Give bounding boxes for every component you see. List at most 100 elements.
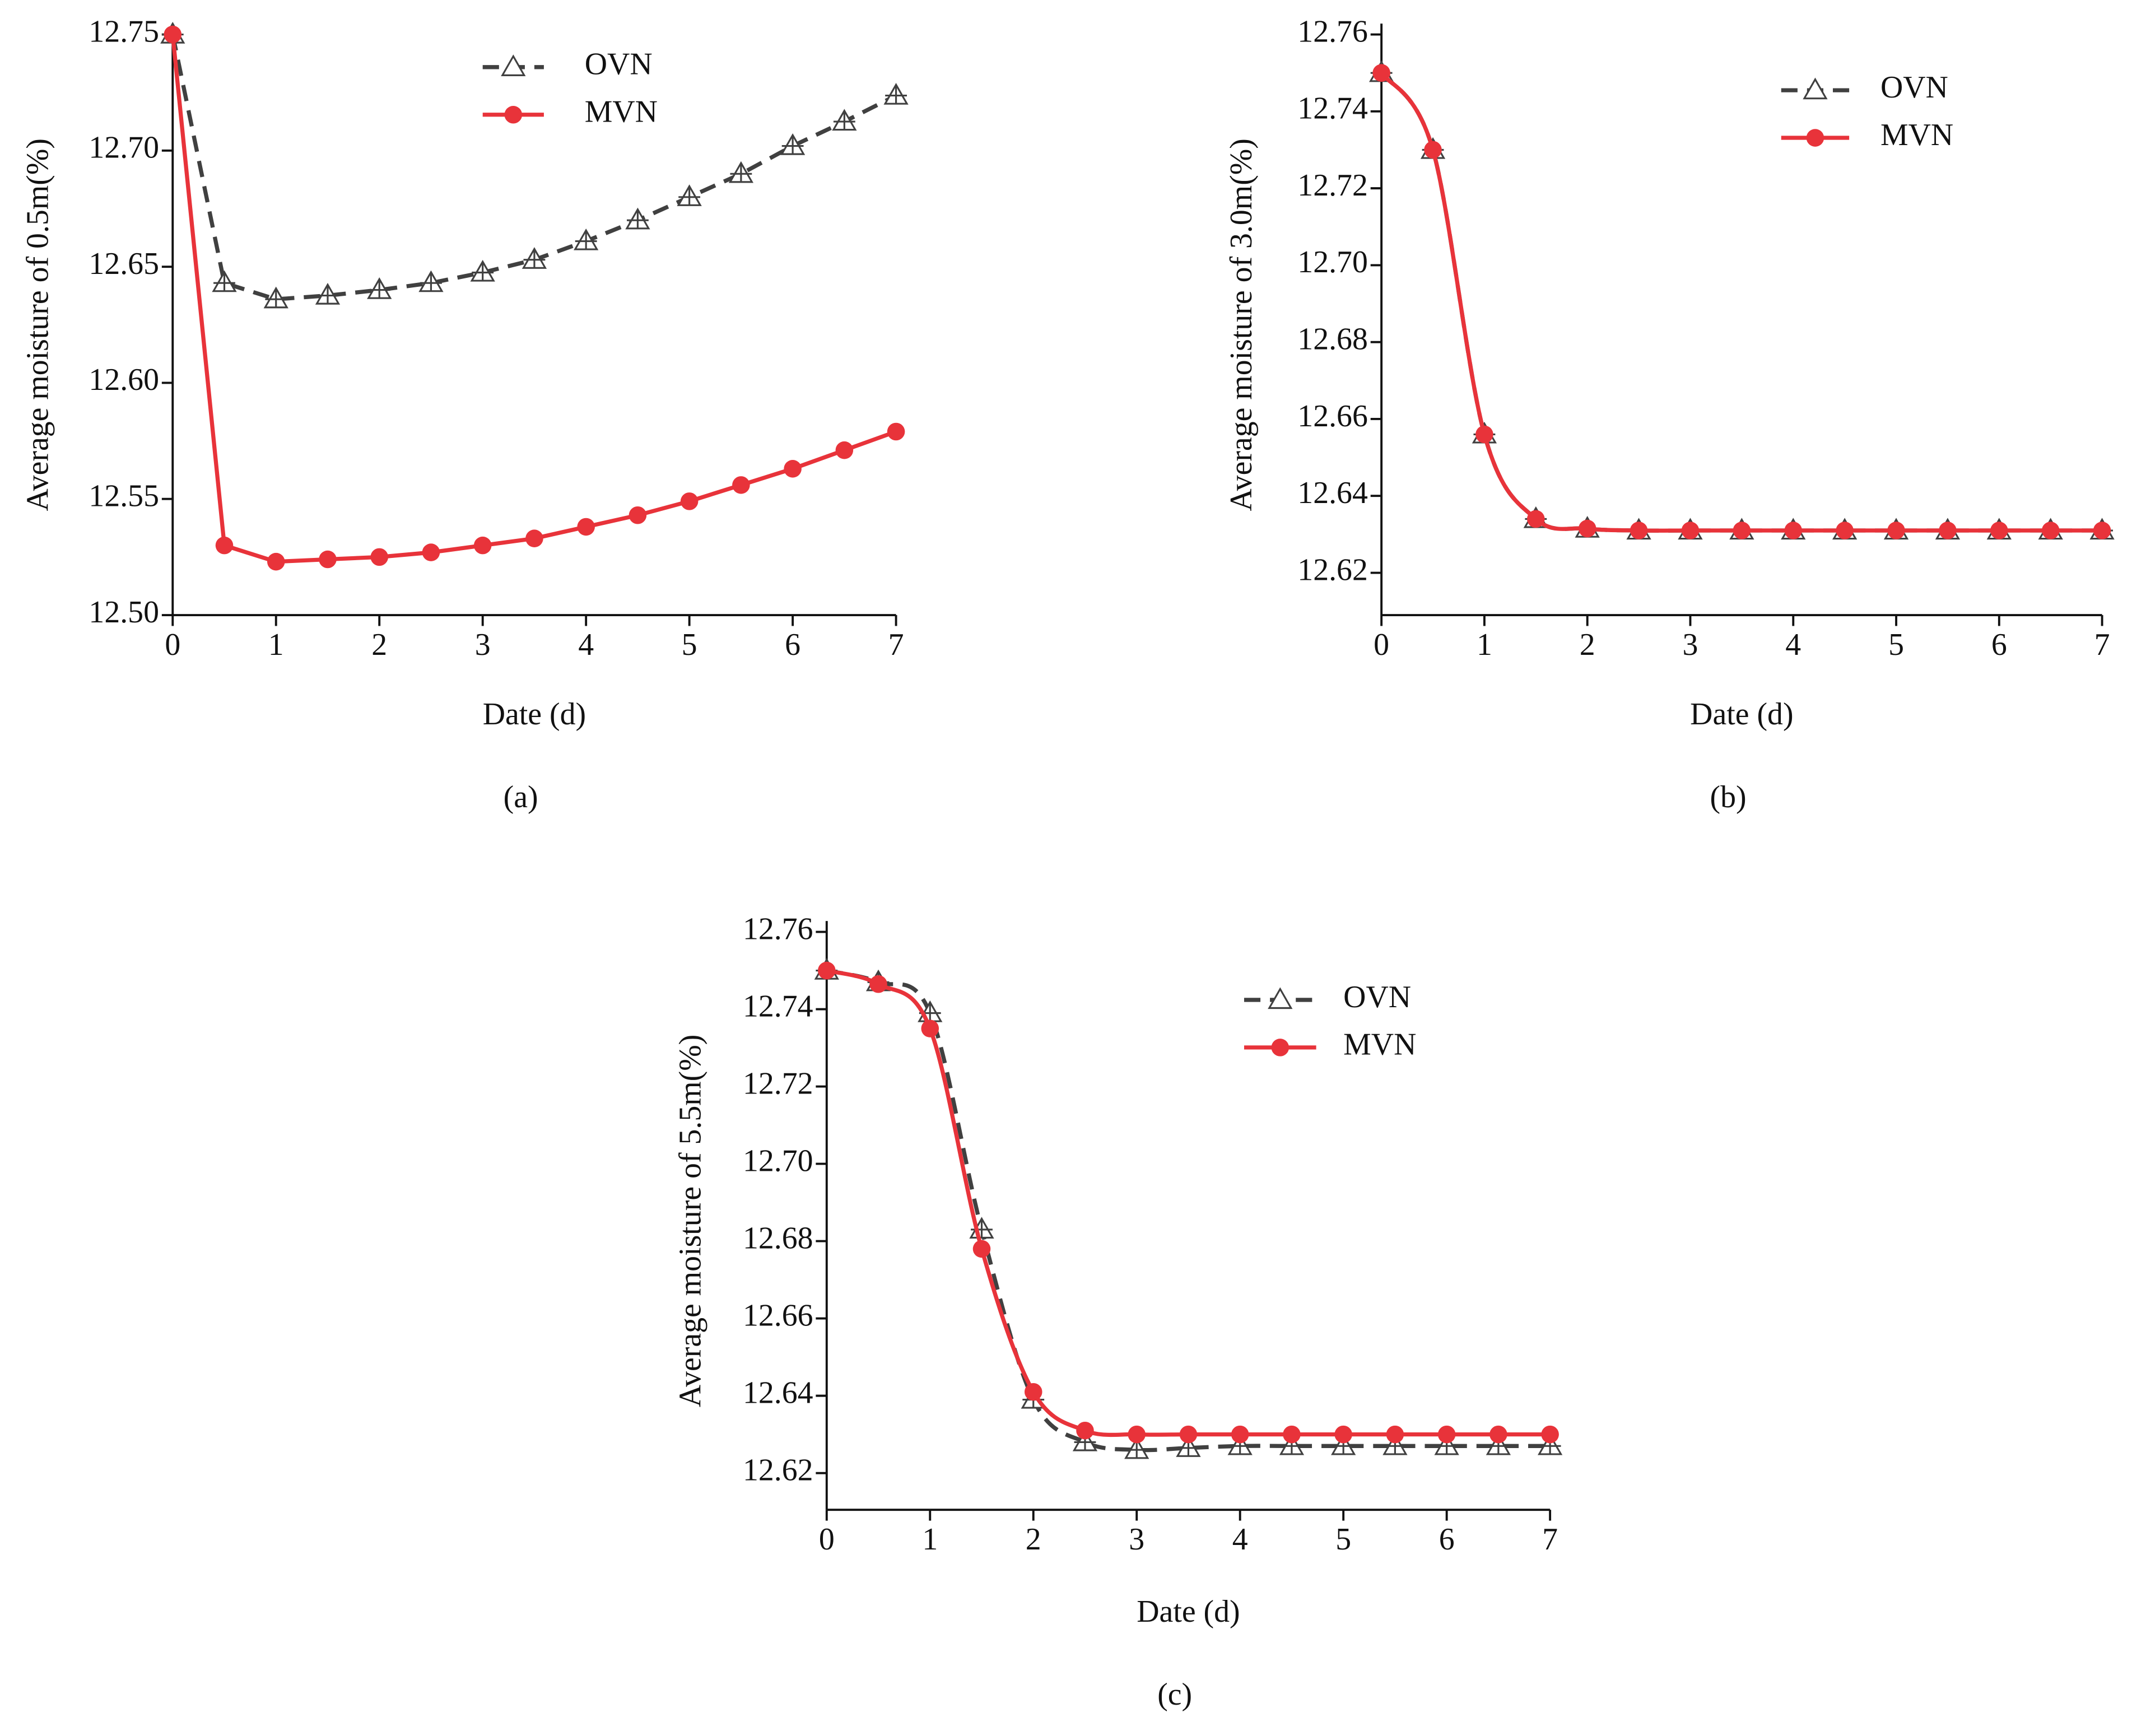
point (263, 286, 288, 309)
x-tick-label: 7 (888, 627, 904, 662)
circle-marker (1489, 1425, 1507, 1444)
point (1231, 1425, 1249, 1444)
x-tick-label: 6 (1439, 1522, 1455, 1557)
x-tick-label: 2 (1026, 1522, 1041, 1557)
point (869, 975, 887, 993)
triangle-marker (625, 207, 650, 230)
point (1887, 522, 1905, 539)
circle-marker (732, 476, 750, 494)
chart: 12.62 12.64 12.66 12.68 12.70 12.72 12.74 12.76… (673, 911, 1563, 1712)
y-tick-label: 12.70 (89, 131, 159, 165)
point (625, 207, 650, 230)
x-tick-label: 2 (1580, 627, 1595, 662)
point (473, 536, 492, 555)
series-line (1380, 72, 2102, 533)
legend-triangle (1803, 77, 1828, 100)
legend-label: OVN (1880, 70, 1948, 105)
legend-label: MVN (1343, 1027, 1416, 1062)
triangle-marker (728, 161, 754, 183)
x-tick-label: 4 (1232, 1522, 1248, 1557)
point (1424, 141, 1442, 159)
point (2041, 522, 2060, 539)
legend-circle (1271, 1039, 1290, 1057)
legend-marker (1268, 987, 1293, 1009)
y-tick-label: 12.64 (743, 1375, 813, 1410)
y-tick-label: 12.72 (743, 1066, 813, 1101)
triangle-marker (263, 286, 288, 309)
triangle-marker (1279, 1433, 1305, 1455)
y-tick-label: 12.74 (743, 989, 813, 1023)
point (1283, 1425, 1301, 1444)
point (1386, 1425, 1404, 1444)
circle-marker (1630, 522, 1648, 539)
point (422, 543, 440, 561)
triangle-marker (418, 270, 444, 292)
legend-circle (504, 106, 523, 124)
legend-label: MVN (1880, 118, 1953, 152)
x-tick-label: 7 (2094, 627, 2110, 662)
legend-marker (1271, 1039, 1290, 1057)
y-axis-label: Average moisture of 3.0m(%) (1224, 138, 1259, 511)
circle-marker (1541, 1425, 1559, 1444)
point (883, 83, 909, 105)
series-line (826, 969, 1551, 1437)
point (1578, 519, 1596, 538)
circle-marker (1283, 1425, 1301, 1444)
circle-marker (629, 506, 647, 524)
point (832, 109, 857, 131)
triangle-marker (1486, 1433, 1511, 1455)
triangle-marker (212, 270, 237, 292)
point (1334, 1425, 1352, 1444)
circle-marker (1437, 1425, 1456, 1444)
circle-marker (1128, 1425, 1146, 1444)
x-tick-label: 1 (268, 627, 284, 662)
caption: (c) (1157, 1677, 1192, 1712)
y-tick-label: 12.65 (89, 246, 159, 281)
point (418, 270, 444, 292)
x-tick-label: 6 (1991, 627, 2007, 662)
circle-marker (887, 422, 905, 441)
chart: 12.50 12.55 12.60 12.65 12.70 12.75 0 1 2 3 4 5 6 7 Da… (21, 14, 909, 815)
circle-marker (422, 543, 440, 561)
circle-marker (784, 460, 802, 478)
circle-marker (319, 550, 337, 569)
y-tick-label: 12.75 (89, 14, 159, 49)
triangle-marker (574, 228, 599, 250)
x-axis-label: Date (d) (1137, 1594, 1240, 1629)
point (1681, 522, 1700, 539)
circle-marker (1681, 522, 1700, 539)
y-axis-label: Average moisture of 5.5m(%) (673, 1035, 708, 1407)
circle-marker (1334, 1425, 1352, 1444)
circle-marker (921, 1020, 939, 1037)
point (370, 548, 388, 566)
point (1784, 522, 1803, 539)
point (1733, 522, 1751, 539)
triangle-marker (1537, 1433, 1563, 1455)
x-tick-label: 5 (1335, 1522, 1351, 1557)
x-tick-label: 2 (371, 627, 387, 662)
point (732, 476, 750, 494)
triangle-marker (780, 133, 806, 155)
x-tick-label: 0 (1374, 627, 1389, 662)
x-tick-label: 0 (165, 627, 180, 662)
y-axis-label: Average moisture of 0.5m(%) (21, 138, 55, 511)
point (1331, 1433, 1356, 1455)
circle-marker (1372, 64, 1390, 82)
circle-marker (1231, 1425, 1249, 1444)
point (574, 228, 599, 250)
y-tick-label: 12.55 (89, 479, 159, 514)
point (215, 536, 234, 555)
triangle-marker (1227, 1433, 1253, 1455)
x-tick-label: 5 (682, 627, 697, 662)
circle-marker (1024, 1383, 1042, 1401)
circle-marker (2093, 522, 2111, 539)
y-tick-label: 12.68 (743, 1221, 813, 1255)
point (1486, 1433, 1511, 1455)
point (212, 270, 237, 292)
point (267, 552, 285, 571)
x-tick-label: 3 (1683, 627, 1698, 662)
x-tick-label: 1 (922, 1522, 938, 1557)
point (522, 247, 547, 269)
triangle-marker (522, 247, 547, 269)
point (1527, 510, 1545, 528)
